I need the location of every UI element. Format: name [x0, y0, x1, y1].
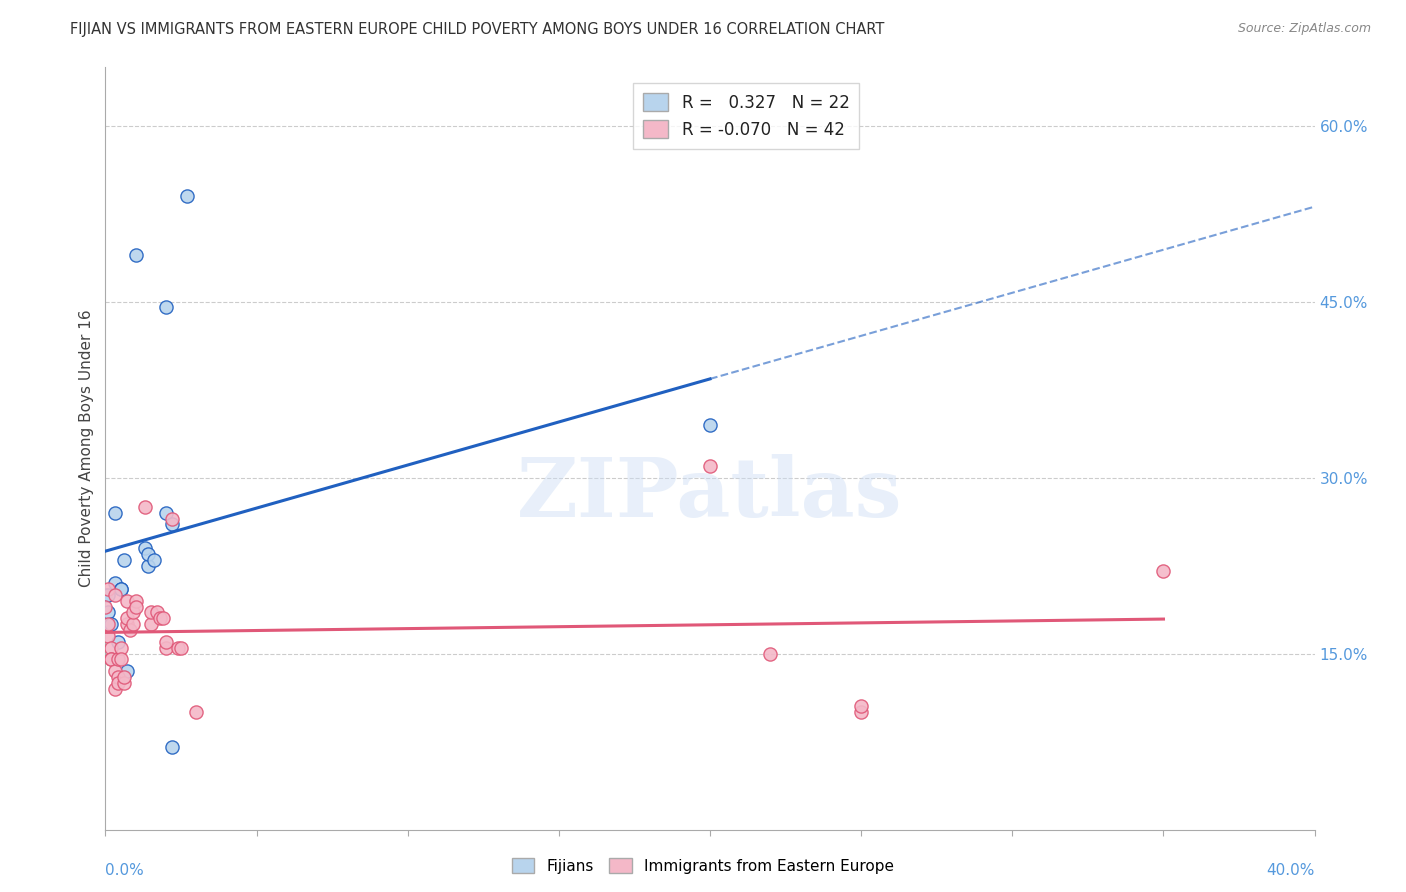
Point: [155, 635, 177, 649]
Point: [107, 652, 129, 666]
Point: [107, 676, 129, 690]
Point: [699, 458, 721, 473]
Point: [107, 635, 129, 649]
Point: [759, 647, 782, 661]
Point: [1153, 565, 1175, 579]
Point: [115, 594, 138, 608]
Point: [115, 617, 138, 632]
Point: [94, 588, 117, 602]
Point: [107, 670, 129, 684]
Point: [103, 588, 125, 602]
Point: [112, 670, 135, 684]
Point: [110, 652, 132, 666]
Point: [103, 506, 125, 520]
Point: [121, 606, 143, 620]
Point: [94, 599, 117, 614]
Point: [110, 582, 132, 596]
Point: [149, 611, 172, 625]
Point: [849, 699, 872, 714]
Point: [118, 623, 141, 637]
Text: 40.0%: 40.0%: [1267, 863, 1315, 878]
Point: [160, 511, 183, 525]
Point: [160, 740, 183, 755]
Point: [155, 301, 177, 315]
Point: [103, 664, 125, 678]
Point: [112, 676, 135, 690]
Text: ZIPatlas: ZIPatlas: [517, 454, 903, 534]
Point: [139, 606, 162, 620]
Point: [121, 617, 143, 632]
Point: [186, 705, 208, 719]
Point: [155, 640, 177, 655]
Legend: R =   0.327   N = 22, R = -0.070   N = 42: R = 0.327 N = 22, R = -0.070 N = 42: [633, 83, 859, 149]
Y-axis label: Child Poverty Among Boys Under 16: Child Poverty Among Boys Under 16: [79, 310, 94, 587]
Point: [134, 500, 156, 514]
Point: [97, 582, 120, 596]
Point: [100, 652, 122, 666]
Point: [170, 640, 193, 655]
Point: [100, 640, 122, 655]
Point: [97, 617, 120, 632]
Point: [136, 547, 159, 561]
Point: [152, 611, 174, 625]
Point: [146, 606, 169, 620]
Point: [160, 517, 183, 532]
Point: [97, 588, 120, 602]
Text: 0.0%: 0.0%: [105, 863, 145, 878]
Text: FIJIAN VS IMMIGRANTS FROM EASTERN EUROPE CHILD POVERTY AMONG BOYS UNDER 16 CORRE: FIJIAN VS IMMIGRANTS FROM EASTERN EUROPE…: [70, 22, 884, 37]
Point: [124, 599, 148, 614]
Point: [849, 705, 872, 719]
Point: [110, 640, 132, 655]
Point: [110, 582, 132, 596]
Point: [167, 640, 190, 655]
Point: [134, 541, 156, 555]
Point: [155, 506, 177, 520]
Point: [699, 417, 721, 432]
Point: [103, 681, 125, 696]
Point: [100, 617, 122, 632]
Point: [97, 606, 120, 620]
Point: [124, 594, 148, 608]
Text: Source: ZipAtlas.com: Source: ZipAtlas.com: [1237, 22, 1371, 36]
Point: [97, 629, 120, 643]
Point: [142, 552, 165, 566]
Point: [115, 664, 138, 678]
Point: [124, 247, 148, 261]
Point: [112, 552, 135, 566]
Point: [136, 558, 159, 573]
Point: [103, 576, 125, 591]
Point: [176, 189, 198, 203]
Point: [100, 652, 122, 666]
Legend: Fijians, Immigrants from Eastern Europe: Fijians, Immigrants from Eastern Europe: [505, 852, 901, 880]
Point: [139, 617, 162, 632]
Point: [115, 611, 138, 625]
